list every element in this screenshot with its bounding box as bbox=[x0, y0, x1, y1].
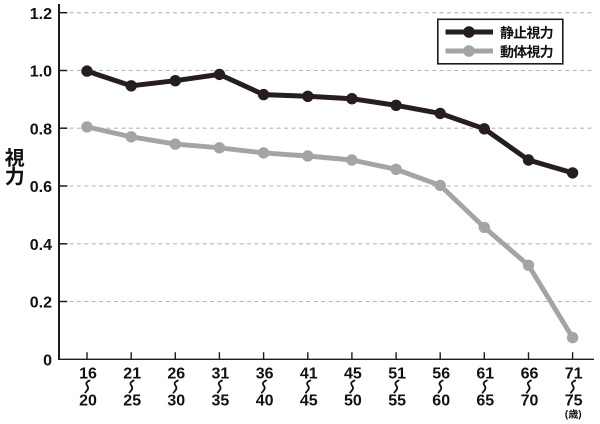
svg-text:40: 40 bbox=[256, 393, 274, 410]
svg-text:16: 16 bbox=[79, 365, 97, 382]
svg-text:35: 35 bbox=[212, 393, 230, 410]
svg-text:30: 30 bbox=[167, 393, 185, 410]
svg-text:66: 66 bbox=[521, 365, 539, 382]
svg-text:71: 71 bbox=[565, 365, 583, 382]
svg-text:70: 70 bbox=[521, 393, 539, 410]
svg-text:41: 41 bbox=[300, 365, 318, 382]
svg-text:50: 50 bbox=[344, 393, 362, 410]
svg-text:31: 31 bbox=[212, 365, 230, 382]
svg-text:36: 36 bbox=[256, 365, 274, 382]
svg-text:1.2: 1.2 bbox=[30, 6, 52, 23]
svg-text:1.0: 1.0 bbox=[30, 64, 52, 81]
svg-text:56: 56 bbox=[432, 365, 450, 382]
svg-text:25: 25 bbox=[123, 393, 141, 410]
svg-text:45: 45 bbox=[300, 393, 318, 410]
svg-text:26: 26 bbox=[167, 365, 185, 382]
svg-text:45: 45 bbox=[344, 365, 362, 382]
svg-text:0: 0 bbox=[43, 353, 52, 370]
svg-text:60: 60 bbox=[432, 393, 450, 410]
svg-text:0.2: 0.2 bbox=[30, 295, 52, 312]
svg-text:(: ( bbox=[565, 409, 569, 420]
svg-text:75: 75 bbox=[565, 393, 583, 410]
svg-text:51: 51 bbox=[388, 365, 406, 382]
svg-text:0.6: 0.6 bbox=[30, 179, 52, 196]
svg-text:65: 65 bbox=[476, 393, 494, 410]
svg-text:20: 20 bbox=[79, 393, 97, 410]
svg-text:): ) bbox=[578, 409, 581, 420]
svg-text:21: 21 bbox=[123, 365, 141, 382]
svg-text:0.4: 0.4 bbox=[30, 237, 52, 254]
svg-text:61: 61 bbox=[476, 365, 494, 382]
svg-text:0.8: 0.8 bbox=[30, 121, 52, 138]
svg-text:55: 55 bbox=[388, 393, 406, 410]
